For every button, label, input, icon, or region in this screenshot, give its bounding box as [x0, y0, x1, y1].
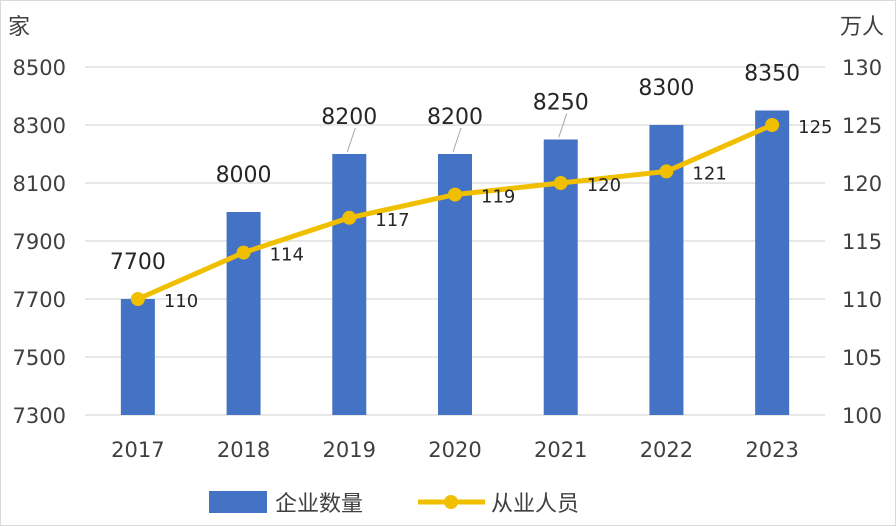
y-left-tick-label: 8500 — [13, 56, 66, 80]
y-right-tick-label: 130 — [842, 56, 882, 80]
right-axis-unit: 万人 — [840, 15, 884, 40]
leader-line — [346, 127, 356, 153]
line-point — [130, 292, 145, 306]
bar-value-label: 8300 — [638, 76, 694, 101]
bar-value-label: 7700 — [110, 250, 166, 275]
legend-bar-swatch — [209, 491, 267, 513]
line-value-label: 117 — [375, 210, 409, 231]
x-tick-label: 2022 — [640, 438, 693, 462]
line-value-label: 121 — [692, 163, 726, 184]
legend-line-marker — [444, 495, 458, 509]
y-left-tick-label: 7900 — [13, 230, 66, 254]
line-point — [659, 164, 674, 179]
line-point — [553, 176, 568, 190]
line-point — [342, 210, 357, 225]
y-left-tick-label: 7500 — [13, 346, 66, 370]
line-value-label: 125 — [798, 117, 832, 138]
bar-value-label: 8200 — [321, 105, 377, 130]
line-value-label: 114 — [270, 245, 304, 266]
line-point — [765, 118, 780, 132]
line-value-label: 110 — [164, 291, 198, 312]
line-value-label: 119 — [481, 187, 515, 208]
y-right-tick-label: 105 — [842, 346, 882, 370]
x-tick-label: 2019 — [323, 438, 376, 462]
axes: 7300 7500 7700 7900 8100 8300 8500 100 105 110 115… — [13, 56, 883, 462]
y-right-tick-label: 110 — [842, 288, 882, 312]
leader-line — [558, 113, 568, 138]
bar — [226, 212, 261, 415]
bar — [755, 110, 790, 415]
left-axis-unit: 家 — [8, 15, 30, 40]
y-right-tick-label: 120 — [842, 172, 882, 196]
y-right-tick-label: 100 — [842, 404, 882, 428]
bar-value-label: 8350 — [744, 62, 800, 87]
line-value-label: 120 — [587, 175, 621, 196]
bar-value-label: 8200 — [427, 105, 483, 130]
x-tick-label: 2017 — [111, 438, 164, 462]
y-left-tick-label: 7700 — [13, 288, 66, 312]
bar — [120, 299, 155, 415]
bar-value-label: 8250 — [533, 91, 589, 116]
y-left-tick-label: 7300 — [13, 404, 66, 428]
line-series — [130, 118, 780, 306]
data-labels: 7700 8000 8200 8200 8250 8300 8350 110 114 117 119… — [110, 62, 833, 313]
y-left-tick-label: 8300 — [13, 114, 66, 138]
label-leader-lines — [346, 113, 568, 153]
line-point — [448, 187, 462, 202]
line-point — [236, 245, 251, 260]
x-tick-label: 2023 — [745, 438, 798, 462]
x-tick-label: 2020 — [428, 438, 481, 462]
bar-value-label: 8000 — [216, 163, 272, 188]
leader-line — [452, 127, 462, 153]
legend-line-label: 从业人员 — [491, 492, 579, 517]
x-tick-label: 2021 — [534, 438, 587, 462]
x-tick-label: 2018 — [217, 438, 270, 462]
legend: 企业数量 从业人员 — [209, 491, 579, 517]
bar — [332, 154, 367, 415]
y-right-tick-label: 125 — [842, 114, 882, 138]
y-left-tick-label: 8100 — [13, 172, 66, 196]
y-right-tick-label: 115 — [842, 230, 882, 254]
legend-bar-label: 企业数量 — [275, 492, 363, 517]
